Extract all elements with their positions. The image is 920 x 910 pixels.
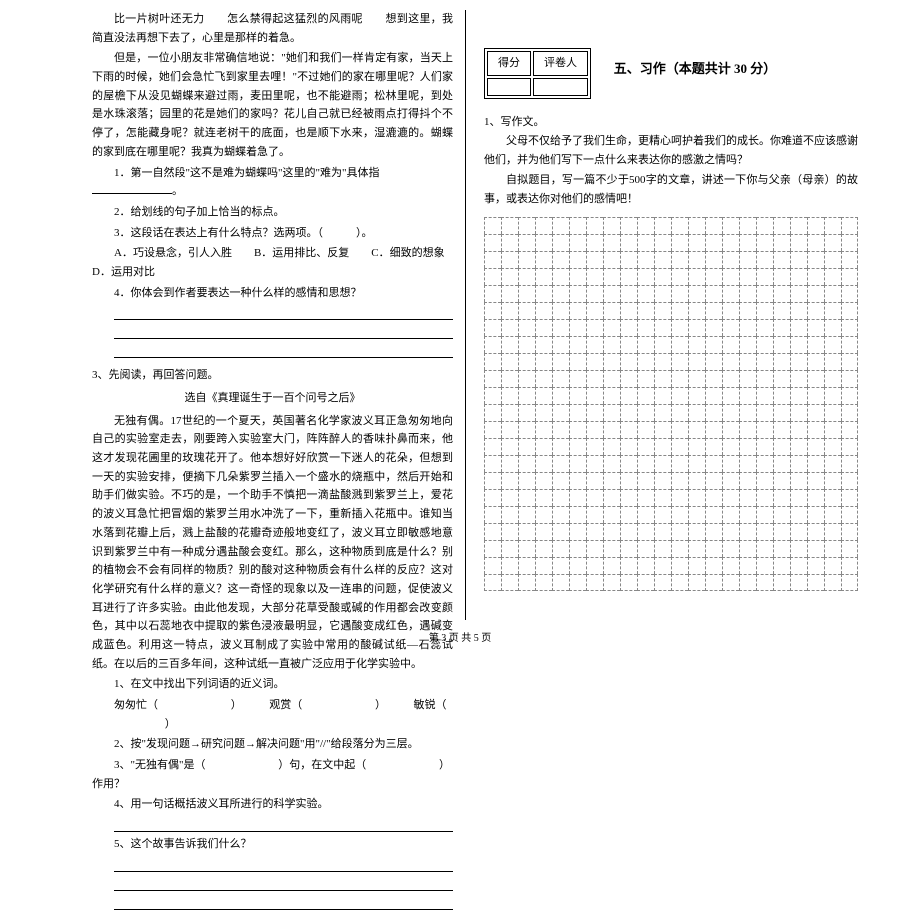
- reading-q3: 3、"无独有偶"是（ ）句，在文中起（ ）作用？: [92, 756, 453, 793]
- answer-line[interactable]: [114, 304, 453, 320]
- writing-prompt-1: 父母不仅给予了我们生命，更精心呵护着我们的成长。你难道不应该感谢他们，并为他们写…: [484, 132, 858, 169]
- answer-line[interactable]: [114, 342, 453, 358]
- q3-text-a: 3、"无独有偶"是（: [114, 759, 205, 771]
- question-3: 3．这段话在表达上有什么特点？选两项。（ ）。: [92, 224, 453, 243]
- answer-line[interactable]: [114, 816, 453, 832]
- paragraph-2: 但是，一位小朋友非常确信地说："她们和我们一样肯定有家，当天上下雨的时候，她们会…: [92, 49, 453, 161]
- section-3: 3、先阅读，再回答问题。: [92, 366, 453, 385]
- left-column: 比一片树叶还无力 怎么禁得起这猛烈的风雨呢 想到这里，我简直没法再想下去了，心里…: [80, 10, 466, 620]
- writing-q1: 1、写作文。: [484, 113, 858, 132]
- label: ）: [165, 718, 176, 730]
- page-footer: 第 3 页 共 5 页: [0, 629, 920, 644]
- label: ） 观赏（: [231, 699, 303, 711]
- blank-line[interactable]: [92, 182, 172, 194]
- answer-line[interactable]: [114, 894, 453, 910]
- right-column: 得分 评卷人 五、习作（本题共计 30 分） 1、写作文。 父母不仅给予了我们生…: [466, 10, 870, 620]
- answer-line[interactable]: [114, 856, 453, 872]
- subtitle: 选自《真理诞生于一百个问号之后》: [92, 389, 453, 408]
- paragraph-1: 比一片树叶还无力 怎么禁得起这猛烈的风雨呢 想到这里，我简直没法再想下去了，心里…: [92, 10, 453, 47]
- question-4: 4．你体会到作者要表达一种什么样的感情和思想？: [92, 284, 453, 303]
- label: ） 敏锐（: [375, 699, 447, 711]
- question-2: 2．给划线的句子加上恰当的标点。: [92, 203, 453, 222]
- label: 匆匆忙（: [114, 699, 158, 711]
- section-5-title: 五、习作（本题共计 30 分）: [614, 58, 777, 80]
- reading-q1: 1、在文中找出下列词语的近义词。: [92, 675, 453, 694]
- q3-text-b: ）句，在文中起（: [278, 759, 366, 771]
- reading-q2: 2、按"发现问题→研究问题→解决问题"用"//"给段落分为三层。: [92, 735, 453, 754]
- question-3-options: A．巧设悬念，引人入胜 B．运用排比、反复 C．细致的想象 D．运用对比: [92, 244, 453, 281]
- grader-cell[interactable]: [533, 78, 588, 96]
- writing-grid[interactable]: [484, 217, 858, 591]
- score-box: 得分 评卷人: [484, 48, 591, 99]
- score-cell[interactable]: [487, 78, 531, 96]
- score-label: 得分: [487, 51, 531, 76]
- reading-q1-blanks: 匆匆忙（ ） 观赏（ ） 敏锐（ ）: [92, 696, 453, 733]
- answer-line[interactable]: [114, 875, 453, 891]
- writing-prompt-2: 自拟题目，写一篇不少于500字的文章，讲述一下你与父亲（母亲）的故事，或表达你对…: [484, 171, 858, 208]
- reading-q4: 4、用一句话概括波义耳所进行的科学实验。: [92, 795, 453, 814]
- reading-q5: 5、这个故事告诉我们什么？: [92, 835, 453, 854]
- answer-line[interactable]: [114, 323, 453, 339]
- q1-text: 1．第一自然段"这不是难为蝴蝶吗"这里的"难为"具体指: [114, 167, 379, 179]
- grader-label: 评卷人: [533, 51, 588, 76]
- question-1: 1．第一自然段"这不是难为蝴蝶吗"这里的"难为"具体指。: [92, 164, 453, 201]
